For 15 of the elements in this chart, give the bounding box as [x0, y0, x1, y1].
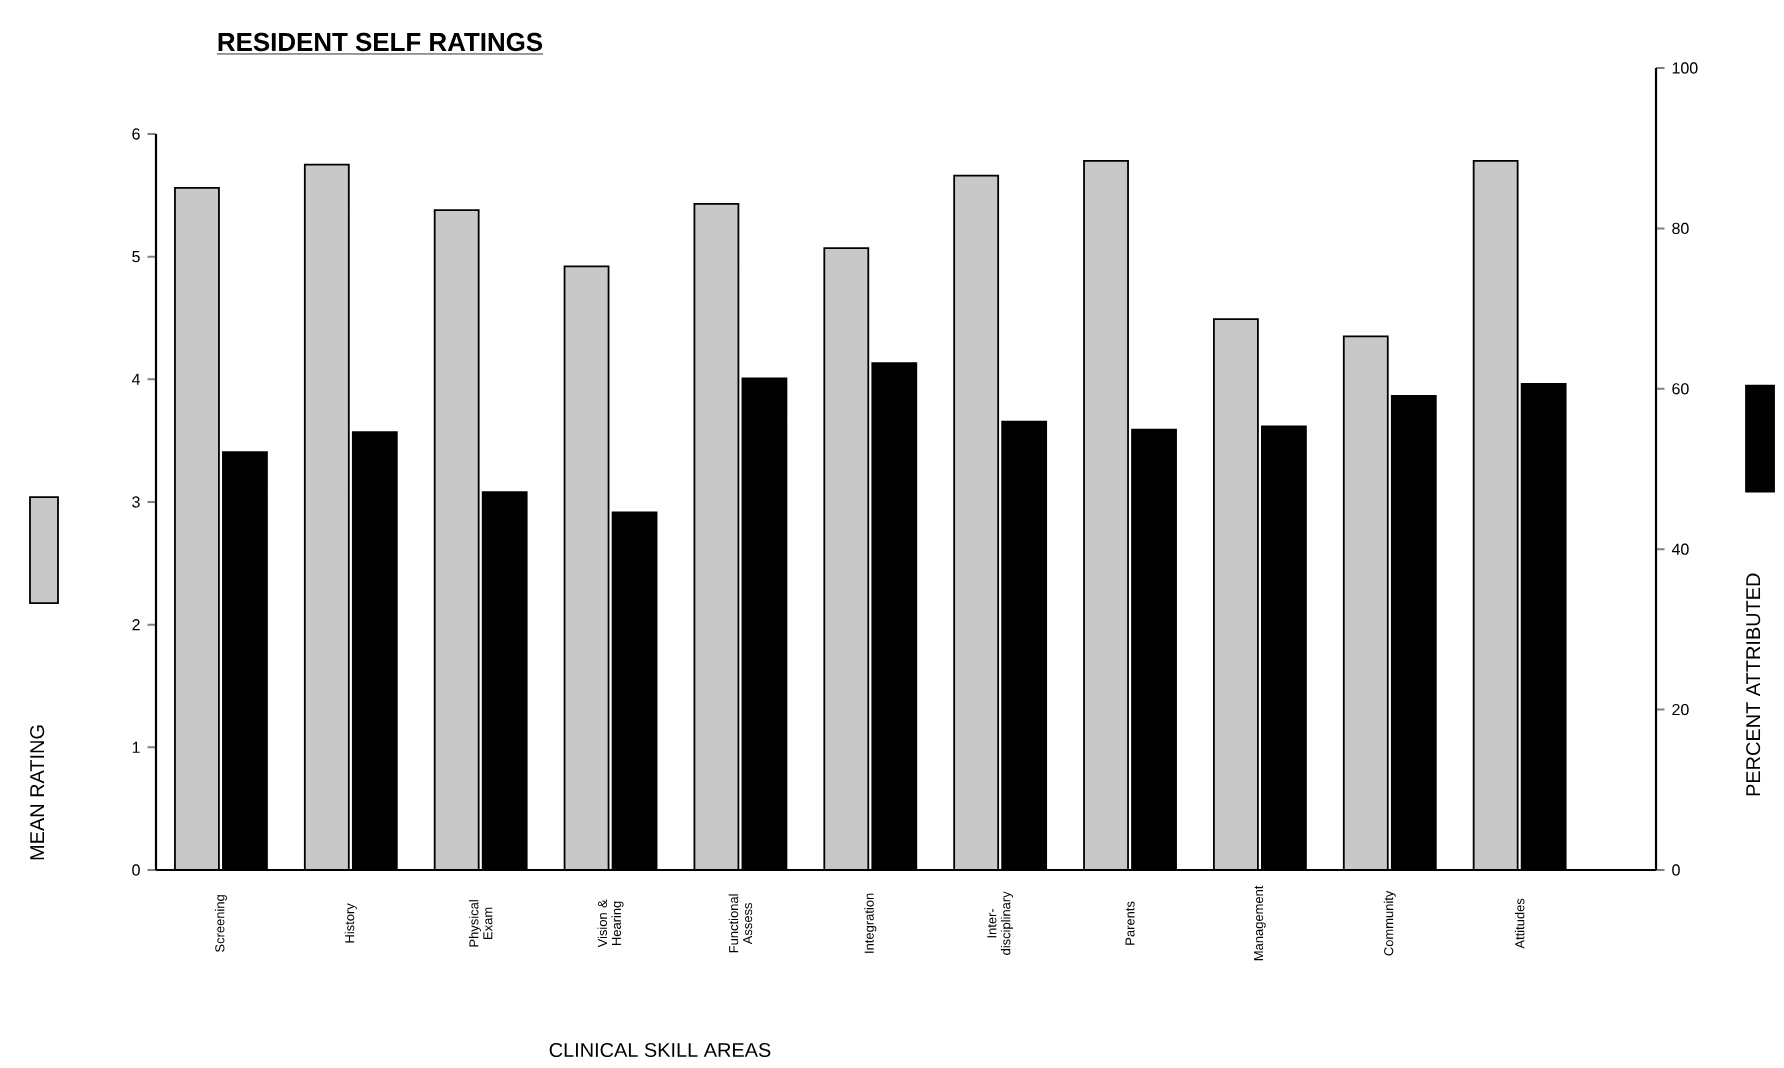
- y-axis-title: MEAN RATING: [30, 725, 45, 860]
- bar: [434, 210, 479, 870]
- bar: [174, 187, 219, 870]
- bar: [564, 266, 609, 870]
- bar: [1343, 336, 1388, 870]
- bar: [694, 203, 739, 870]
- bar: [1084, 160, 1129, 870]
- chart-title: RESIDENT SELF RATINGS: [218, 32, 543, 52]
- bar: [304, 164, 349, 870]
- bar: [1472, 160, 1519, 870]
- y2-axis-title: PERCENT ATTRIBUTED: [1746, 573, 1761, 796]
- bar: [824, 248, 869, 870]
- bar: [1213, 319, 1258, 870]
- bar: [954, 175, 999, 870]
- x-axis-title: CLINICAL SKILL AREAS: [549, 1042, 771, 1058]
